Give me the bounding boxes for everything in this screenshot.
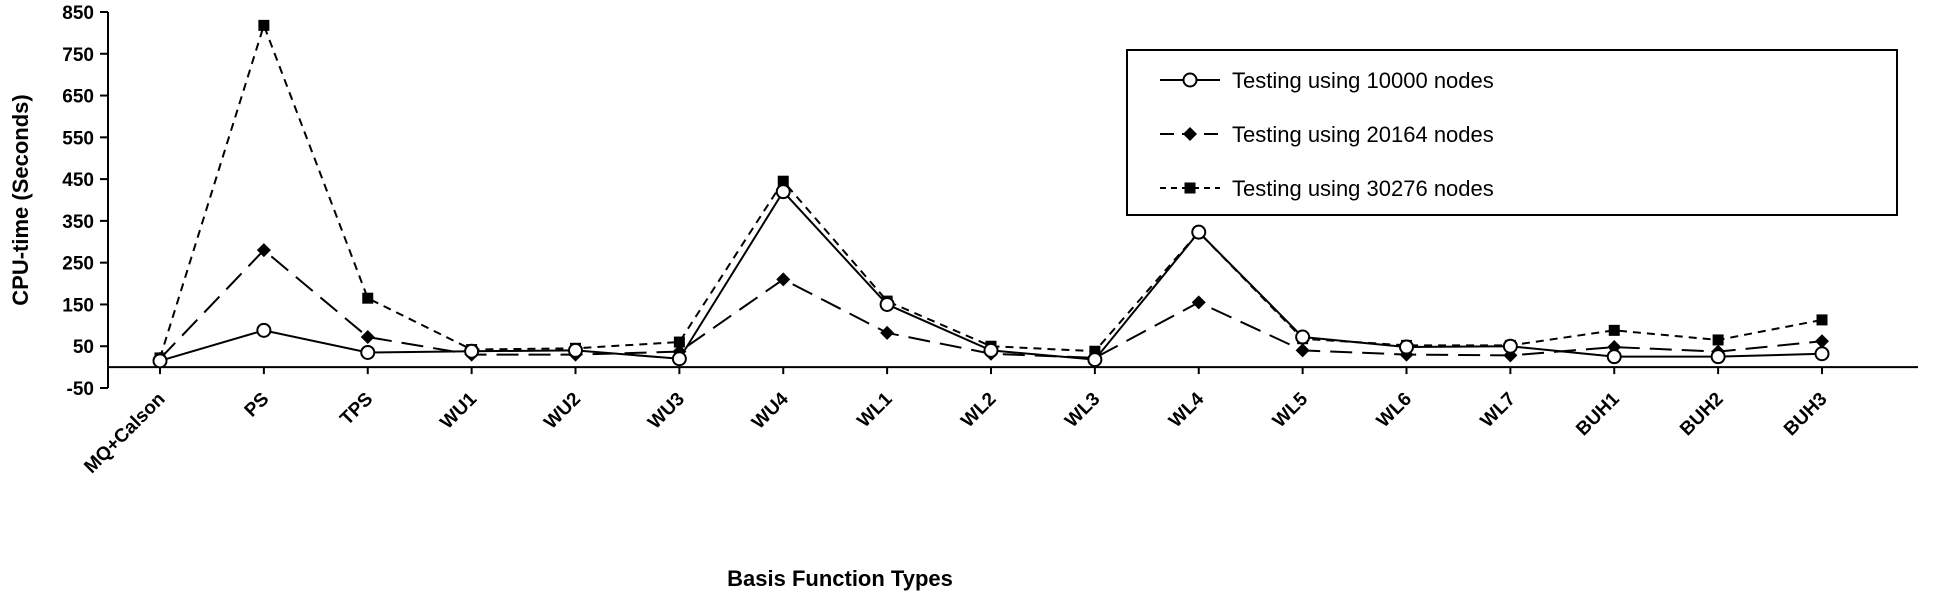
data-point	[256, 243, 271, 258]
data-point	[1815, 334, 1829, 349]
y-tick-label: 750	[62, 45, 94, 66]
y-tick-label: 350	[62, 212, 94, 233]
data-point	[673, 336, 685, 348]
x-tick-label: WL5	[1269, 388, 1313, 432]
y-tick-label: 550	[62, 128, 94, 149]
data-point	[360, 344, 376, 360]
y-tick-label: 250	[62, 254, 94, 275]
legend-marker	[1184, 182, 1196, 194]
x-tick-label: WL7	[1477, 389, 1520, 432]
y-tick-label: 850	[62, 3, 94, 24]
x-tick-label: WU2	[540, 389, 585, 434]
series-layer	[152, 19, 1830, 369]
x-tick-label: PS	[241, 389, 274, 422]
data-point	[1710, 349, 1726, 365]
data-point	[1712, 334, 1724, 346]
data-point	[464, 343, 480, 359]
legend-label: Testing using 20164 nodes	[1232, 122, 1494, 147]
x-tick-label: WL4	[1165, 388, 1209, 432]
data-point	[1606, 349, 1622, 365]
series-line	[159, 22, 1823, 359]
data-point	[880, 325, 895, 340]
data-point	[777, 175, 789, 187]
legend-item: Testing using 20164 nodes	[1160, 122, 1494, 147]
x-tick-label: BUH3	[1780, 389, 1831, 440]
data-point	[775, 184, 791, 200]
data-point	[776, 272, 791, 287]
x-tick-label: TPS	[336, 389, 377, 430]
x-tick-label: WU3	[644, 389, 689, 434]
legend: Testing using 10000 nodes Testing using 2…	[1126, 49, 1898, 216]
x-tick-label: WL6	[1373, 389, 1416, 432]
data-point	[152, 353, 168, 369]
y-tick-label: 450	[62, 170, 94, 191]
data-point	[1087, 352, 1103, 368]
legend-label: Testing using 10000 nodes	[1232, 68, 1494, 93]
legend-item: Testing using 10000 nodes	[1160, 68, 1494, 93]
y-tick-label: 50	[73, 337, 94, 358]
y-tick-label: 150	[62, 295, 94, 316]
x-tick-label: WL2	[957, 389, 1000, 432]
data-point	[1608, 324, 1620, 336]
data-point	[1295, 343, 1310, 358]
data-point	[568, 342, 583, 358]
x-tick-label: MQ+Calson	[80, 389, 169, 478]
x-tick-label: WU1	[436, 388, 481, 433]
series-line	[159, 189, 1823, 362]
data-point	[258, 19, 270, 31]
x-tick-label: BUH2	[1676, 389, 1727, 440]
data-point	[879, 296, 895, 312]
y-tick-label: -50	[67, 379, 94, 400]
x-tick-label: WL1	[853, 388, 897, 432]
data-point	[1816, 314, 1828, 326]
data-point	[1191, 295, 1206, 310]
legend-label: Testing using 30276 nodes	[1232, 176, 1494, 201]
data-point	[983, 342, 999, 358]
data-point	[671, 351, 687, 367]
y-tick-label: 650	[62, 87, 94, 108]
x-tick-label: WU4	[748, 388, 793, 433]
y-axis-title: CPU-time (Seconds)	[8, 94, 33, 305]
legend-marker	[1182, 72, 1198, 88]
legend-marker	[1183, 127, 1197, 141]
x-tick-label: WL3	[1061, 389, 1104, 432]
data-point	[256, 322, 272, 338]
x-axis-title: Basis Function Types	[727, 566, 953, 591]
series-1	[152, 184, 1830, 369]
x-tick-label: BUH1	[1572, 388, 1624, 440]
legend-box	[1126, 49, 1898, 216]
data-point	[1191, 224, 1207, 240]
data-point	[362, 292, 374, 304]
data-point	[1502, 338, 1518, 354]
data-point	[1399, 339, 1414, 355]
data-point	[360, 330, 375, 345]
data-point	[1295, 329, 1311, 345]
data-point	[1814, 346, 1830, 362]
legend-item: Testing using 30276 nodes	[1160, 176, 1494, 201]
